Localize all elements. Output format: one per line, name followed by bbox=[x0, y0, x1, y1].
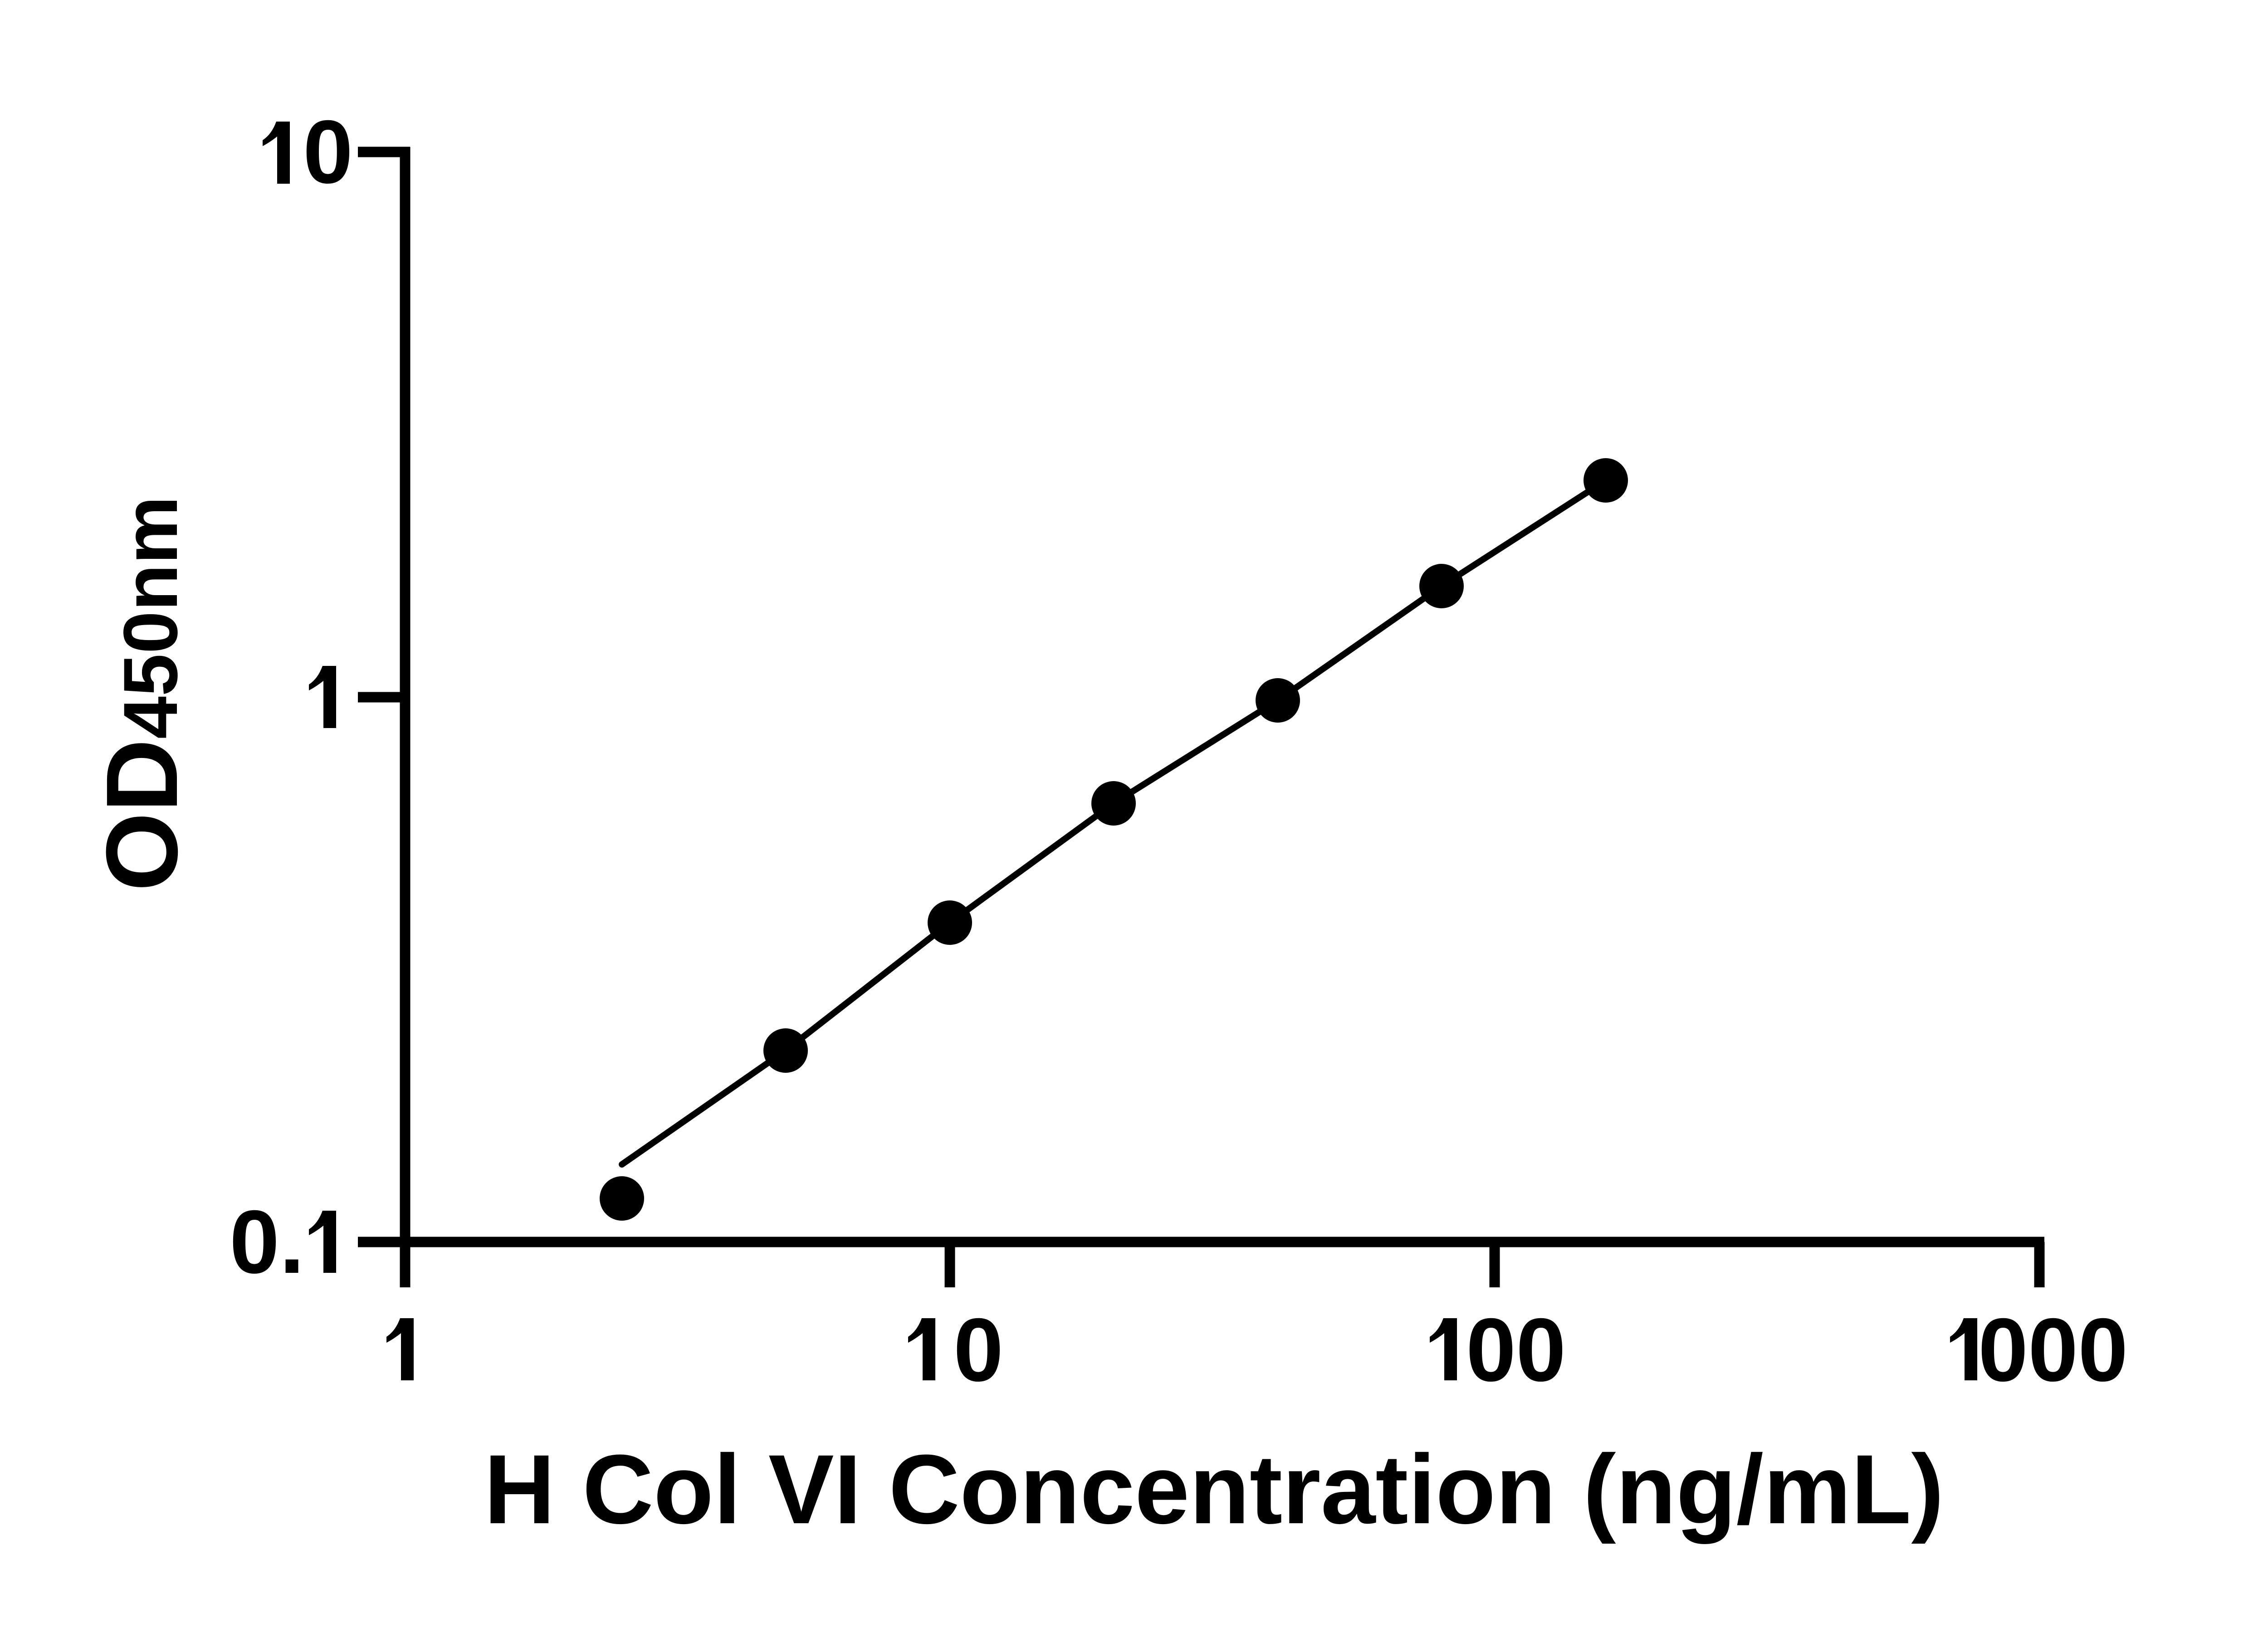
svg-text:000: 000 bbox=[1978, 1300, 2128, 1400]
svg-text:0.: 0. bbox=[230, 1192, 304, 1292]
svg-text:0: 0 bbox=[303, 102, 353, 202]
svg-text:00: 00 bbox=[1466, 1300, 1566, 1400]
svg-text:H Col VI Concentration (ng/mL): H Col VI Concentration (ng/mL) bbox=[484, 1434, 1944, 1544]
svg-text:OD450nm: OD450nm bbox=[85, 496, 199, 891]
svg-text:0: 0 bbox=[953, 1300, 1003, 1400]
